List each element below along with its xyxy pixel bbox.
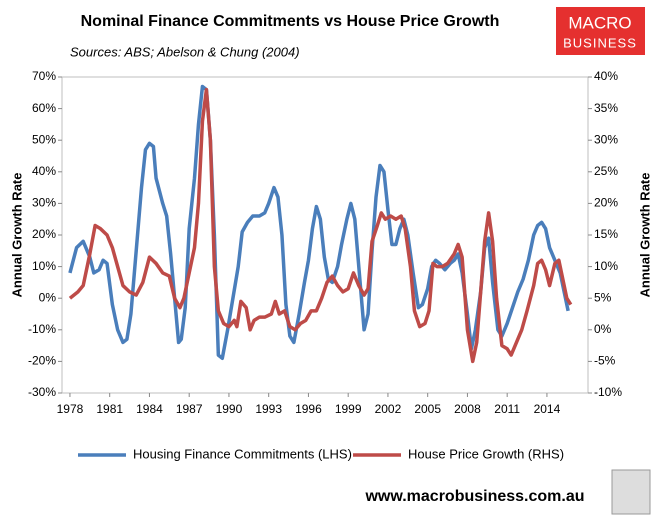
y2-tick-label: 20% [594, 196, 618, 210]
y-tick-label: 30% [32, 196, 56, 210]
y-tick-label: -10% [28, 322, 56, 336]
chart-title: Nominal Finance Commitments vs House Pri… [81, 13, 500, 30]
x-tick-label: 2005 [414, 402, 441, 416]
x-tick-label: 1978 [57, 402, 84, 416]
y-tick-label: 20% [32, 227, 56, 241]
logo-box [556, 7, 645, 55]
x-tick-label: 2014 [534, 402, 561, 416]
logo-text: MACRO [568, 13, 631, 32]
data-line [68, 87, 573, 364]
legend-label: House Price Growth (RHS) [408, 446, 564, 461]
x-tick-label: 1996 [295, 402, 322, 416]
y-tick-label: 70% [32, 69, 56, 83]
y-tick-label: 60% [32, 101, 56, 115]
x-tick-label: 2011 [494, 402, 520, 416]
y2-tick-label: -10% [594, 385, 622, 399]
y2-tick-label: 5% [594, 290, 612, 304]
x-tick-label: 2008 [454, 402, 481, 416]
y2-tick-label: 25% [594, 164, 618, 178]
legend-label: Housing Finance Commitments (LHS) [133, 446, 352, 461]
y-tick-label: -30% [28, 385, 56, 399]
y-tick-label: 50% [32, 132, 56, 146]
y2-tick-label: 30% [594, 132, 618, 146]
logo-icon [611, 469, 651, 515]
x-tick-label: 1990 [216, 402, 243, 416]
y2-tick-label: -5% [594, 354, 616, 368]
y-tick-label: -20% [28, 354, 56, 368]
x-tick-label: 2002 [375, 402, 402, 416]
y-axis-label: Annual Growth Rate [9, 173, 24, 298]
y2-tick-label: 35% [594, 101, 618, 115]
footer: www.macrobusiness.com.au [364, 488, 584, 505]
y2-tick-label: 15% [594, 227, 618, 241]
y2-tick-label: 40% [594, 69, 618, 83]
x-tick-label: 1981 [96, 402, 123, 416]
plot-frame [61, 76, 589, 394]
logo-text: BUSINESS [563, 35, 637, 50]
chart-subtitle: Sources: ABS; Abelson & Chung (2004) [70, 44, 300, 59]
y2-tick-label: 0% [594, 322, 612, 336]
y-tick-label: 0% [39, 290, 57, 304]
x-tick-label: 1987 [176, 402, 203, 416]
x-tick-label: 1999 [335, 402, 362, 416]
x-tick-label: 1993 [255, 402, 282, 416]
y2-tick-label: 10% [594, 259, 618, 273]
data-line [68, 84, 570, 360]
x-tick-label: 1984 [136, 402, 163, 416]
y2-axis-label: Annual Growth Rate [637, 173, 652, 298]
y-tick-label: 10% [32, 259, 56, 273]
y-tick-label: 40% [32, 164, 56, 178]
